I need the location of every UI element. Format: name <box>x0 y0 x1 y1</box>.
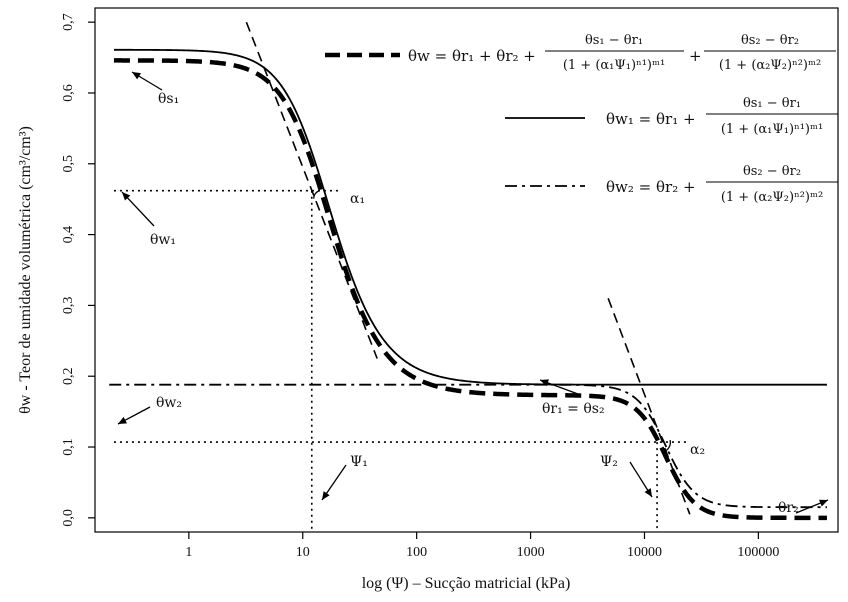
x-tick-label: 1000 <box>517 545 545 560</box>
label-psi1: Ψ₁ <box>350 454 368 470</box>
legend-eq3-lhs: θw₂ = θr₂ + <box>606 178 696 196</box>
legend-eq1-lhs: θw = θr₁ + θr₂ + <box>408 47 536 65</box>
tangent-line <box>245 21 378 359</box>
label-theta-s1: θs₁ <box>158 91 179 107</box>
series-mode1-line <box>113 48 827 386</box>
legend-eq2-num: θs₁ − θr₁ <box>743 96 801 111</box>
y-tick-label: 0,5 <box>61 155 76 173</box>
arrow-head <box>644 488 652 497</box>
x-tick-label: 1 <box>185 545 192 560</box>
legend-eq3-den: (1 + (α₂Ψ₂)ⁿ²)ᵐ² <box>721 190 823 205</box>
angle-arc-alpha2 <box>662 439 672 453</box>
legend-eq1-plus: + <box>689 47 702 65</box>
legend-eq1-num2: θs₂ − θr₂ <box>741 33 799 48</box>
plot-frame <box>94 7 839 533</box>
x-axis: 1 10 100 1000 10000 100000 <box>185 532 779 560</box>
arrow-head <box>122 192 131 201</box>
legend: θw = θr₁ + θr₂ + θs₁ − θr₁ (1 + (α₁Ψ₁)ⁿ¹… <box>325 33 838 205</box>
x-axis-title: log (Ψ) – Sucção matricial (kPa) <box>362 575 571 592</box>
series-bimodal-line <box>113 58 827 521</box>
label-theta-w2: θw₂ <box>156 395 182 411</box>
arrow-head <box>322 491 330 500</box>
series-mode2-line <box>109 383 827 509</box>
curves <box>109 48 827 521</box>
legend-eq1-num1: θs₁ − θr₁ <box>585 33 643 48</box>
legend-eq2-lhs: θw₁ = θr₁ + <box>606 110 696 128</box>
y-tick-label: 0,3 <box>61 297 76 315</box>
y-tick-label: 0,1 <box>61 438 76 456</box>
x-tick-label: 10000 <box>627 545 662 560</box>
legend-eq1-den2: (1 + (α₂Ψ₂)ⁿ²)ᵐ² <box>719 58 821 73</box>
y-tick-label: 0,7 <box>61 13 76 31</box>
x-tick-label: 100000 <box>737 545 779 560</box>
y-tick-label: 0,0 <box>61 509 76 527</box>
angle-arc-alpha1 <box>313 190 321 199</box>
legend-eq2-den: (1 + (α₁Ψ₁)ⁿ¹)ᵐ¹ <box>721 122 823 137</box>
y-axis-title: θw - Teor de umidade volumétrica (cm³/cm… <box>17 126 34 414</box>
arrow-head <box>118 416 127 424</box>
x-tick-label: 10 <box>296 545 310 560</box>
arrow-head <box>540 379 549 387</box>
arrow-head <box>132 72 141 80</box>
arrow-head <box>819 499 828 507</box>
label-psi2: Ψ₂ <box>600 454 618 470</box>
label-alpha1: α₁ <box>350 191 365 207</box>
label-theta-r2: θr₂ <box>778 500 799 516</box>
y-tick-label: 0,2 <box>61 367 76 385</box>
legend-eq1-den1: (1 + (α₁Ψ₁)ⁿ¹)ᵐ¹ <box>563 58 665 73</box>
label-theta-w1: θw₁ <box>150 232 176 248</box>
label-alpha2: α₂ <box>690 442 705 458</box>
y-axis: 0,0 0,1 0,2 0,3 0,4 0,5 0,6 0,7 <box>61 13 95 527</box>
x-tick-label: 100 <box>406 545 427 560</box>
label-theta-r1-eq-s2: θr₁ = θs₂ <box>542 401 605 417</box>
y-tick-label: 0,4 <box>61 226 76 244</box>
y-tick-label: 0,6 <box>61 84 76 102</box>
annotations: θs₁ θw₁ θw₂ θr₁ = θs₂ θr₂ Ψ₁ Ψ₂ α₁ α₂ <box>117 71 829 516</box>
legend-eq3-num: θs₂ − θr₂ <box>743 164 801 179</box>
